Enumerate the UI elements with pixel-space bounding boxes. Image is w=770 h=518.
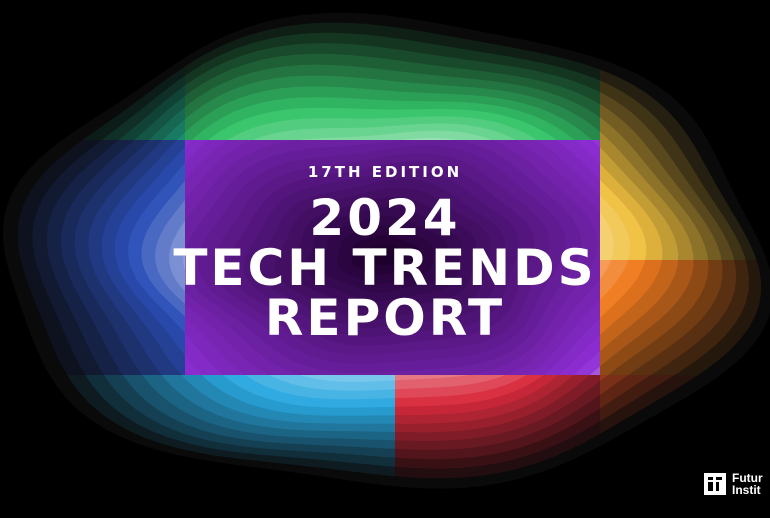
gradient-panel [185, 140, 600, 375]
gradient-panel [62, 57, 185, 140]
gradient-ring [600, 260, 611, 280]
gradient-ring [600, 375, 629, 395]
report-title-line: REPORT [264, 289, 506, 347]
gradient-ring [600, 260, 629, 300]
logo-mark-icon [704, 473, 726, 495]
gradient-ring [298, 133, 395, 140]
gradient-ring [161, 375, 185, 398]
logo-text-line: Instit [732, 483, 761, 497]
gradient-panel [185, 12, 395, 140]
gradient-panel [600, 140, 767, 260]
gradient-ring [600, 212, 614, 260]
gradient-panel [395, 375, 600, 489]
gradient-ring [600, 375, 608, 382]
gradient-ring [365, 244, 405, 266]
gradient-panel [600, 260, 770, 375]
institute-logo: Futur Instit [704, 472, 763, 496]
gradient-ring [183, 249, 185, 260]
gradient-ring [299, 375, 395, 382]
logo-text-line: Futur [732, 471, 763, 485]
gradient-panel [395, 16, 600, 140]
gradient-panel [49, 375, 185, 457]
gradient-ring [252, 125, 395, 140]
gradient-ring [169, 260, 185, 292]
gradient-ring [600, 117, 626, 140]
gradient-ring [183, 260, 185, 271]
gradient-ring [395, 130, 492, 140]
gradient-ring [169, 220, 185, 260]
gradient-ring [395, 375, 469, 381]
gradient-panel [600, 59, 708, 140]
gradient-ring [181, 375, 185, 379]
edition-label: 17TH EDITION [307, 163, 463, 181]
gradient-panel [600, 375, 721, 446]
gradient-ring [177, 132, 185, 140]
gradient-panel [2, 140, 185, 260]
gradient-ring [600, 131, 609, 140]
gradient-panel [185, 375, 395, 487]
report-title-line: TECH TRENDS [173, 239, 597, 297]
report-year: 2024 [309, 189, 461, 247]
gradient-ring [400, 138, 458, 140]
gradient-panel [6, 260, 185, 375]
gradient-ring [163, 119, 185, 140]
